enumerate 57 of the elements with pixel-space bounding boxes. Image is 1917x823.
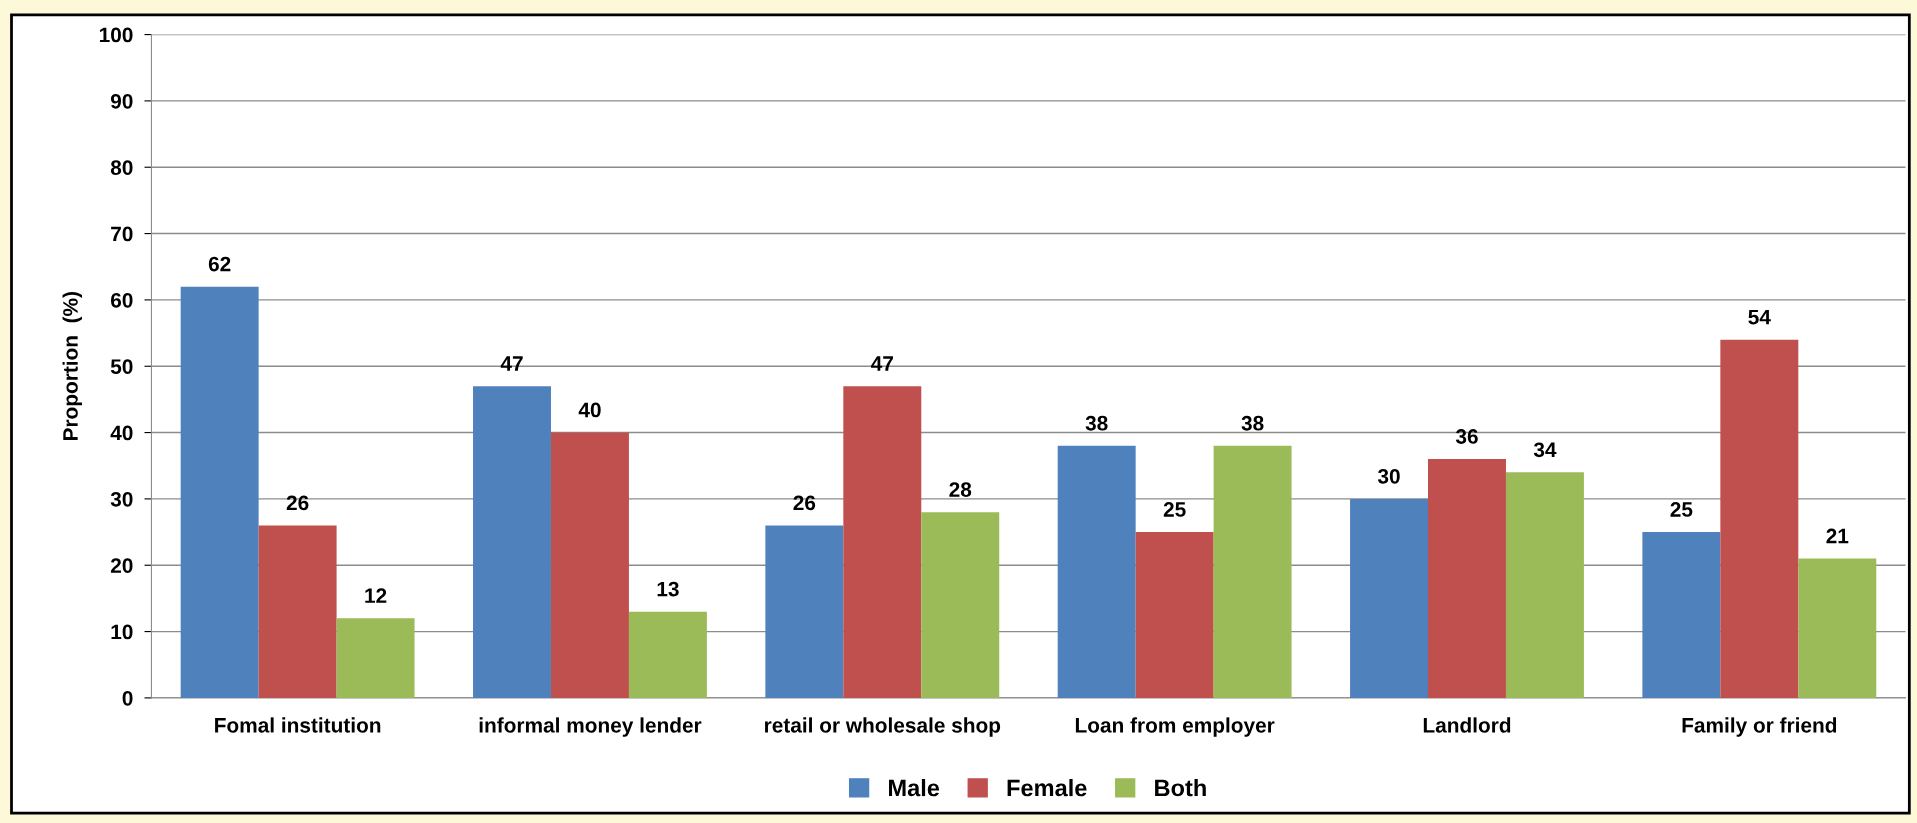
data-label: 13 — [657, 581, 679, 597]
bar — [473, 386, 551, 698]
data-label: 62 — [208, 256, 231, 272]
data-label: 25 — [1670, 502, 1693, 517]
data-label: 12 — [365, 588, 387, 603]
legend-label: Both — [1155, 778, 1206, 797]
x-tick-label: Fomal institution — [215, 717, 381, 733]
data-label: 30 — [1377, 468, 1400, 484]
bar — [628, 611, 707, 698]
bar — [1213, 445, 1292, 698]
data-label: 38 — [1241, 415, 1264, 431]
data-label: 36 — [1455, 429, 1478, 444]
bar — [550, 432, 629, 698]
x-tick-label: Loan from employer — [1075, 717, 1275, 737]
bar — [1135, 532, 1214, 698]
bar — [258, 525, 337, 698]
data-label: 25 — [1163, 502, 1186, 517]
bar — [843, 386, 922, 698]
y-tick-label: 80 — [110, 160, 133, 175]
data-label: 40 — [578, 402, 601, 418]
bar — [1720, 339, 1799, 698]
bar — [1057, 445, 1136, 698]
y-tick-label: 60 — [110, 292, 133, 308]
legend-label: Male — [889, 778, 940, 797]
bar — [1642, 532, 1721, 698]
y-tick-label: 40 — [110, 425, 133, 441]
legend-label: Female — [1007, 778, 1087, 797]
data-label: 28 — [949, 482, 972, 497]
data-label: 47 — [500, 356, 523, 371]
bar — [1428, 459, 1506, 698]
bar — [336, 618, 415, 698]
y-tick-label: 50 — [110, 359, 133, 374]
x-tick-label: Family or friend — [1682, 717, 1837, 737]
y-tick-label: 90 — [110, 93, 133, 109]
bar — [1798, 558, 1877, 698]
x-tick-label: informal money lender — [479, 717, 702, 737]
y-tick-label: 70 — [111, 226, 133, 242]
y-tick-label: 0 — [122, 690, 133, 706]
y-axis-title: Proportion (%) — [62, 292, 82, 441]
data-label: 26 — [286, 495, 309, 511]
data-label: 21 — [1826, 528, 1849, 544]
data-label: 47 — [871, 356, 893, 371]
data-label: 26 — [793, 495, 816, 511]
bar — [1350, 498, 1429, 698]
y-tick-label: 30 — [110, 491, 133, 507]
data-label: 38 — [1085, 415, 1108, 431]
bar — [1505, 472, 1584, 698]
data-label: 34 — [1533, 442, 1557, 458]
y-tick-label: 100 — [99, 27, 133, 43]
bar — [921, 512, 1000, 698]
bar — [180, 286, 259, 698]
x-tick-label: Landlord — [1423, 717, 1511, 733]
bar — [765, 525, 844, 698]
x-tick-label: retail or wholesale shop — [765, 717, 1001, 737]
y-tick-label: 20 — [110, 558, 133, 573]
data-label: 54 — [1748, 309, 1771, 325]
y-tick-label: 10 — [111, 624, 133, 640]
